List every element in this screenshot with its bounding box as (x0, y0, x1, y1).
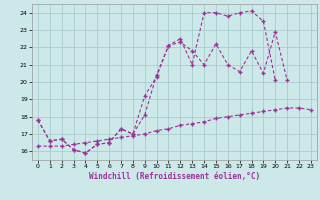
X-axis label: Windchill (Refroidissement éolien,°C): Windchill (Refroidissement éolien,°C) (89, 172, 260, 181)
